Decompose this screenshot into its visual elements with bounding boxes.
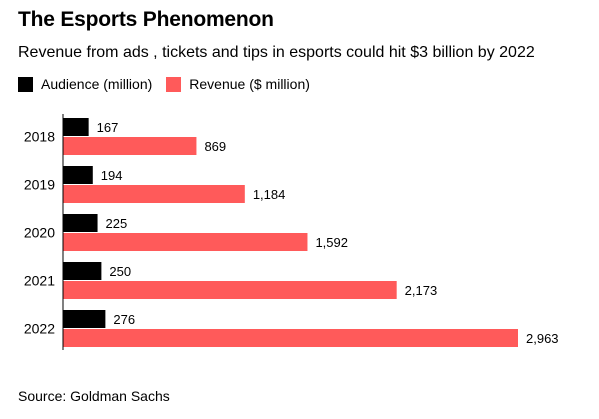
legend: Audience (million) Revenue ($ million) <box>18 76 324 92</box>
source-note: Source: Goldman Sachs <box>18 388 170 404</box>
revenue-value-label-2018: 869 <box>204 139 226 154</box>
audience-bar-2020 <box>63 214 98 232</box>
category-label-2020: 2020 <box>24 225 55 241</box>
revenue-bar-2020 <box>63 233 308 251</box>
category-label-2019: 2019 <box>24 177 55 193</box>
category-label-2018: 2018 <box>24 129 55 145</box>
legend-item-revenue: Revenue ($ million) <box>166 76 310 92</box>
legend-swatch-revenue <box>166 76 182 92</box>
audience-value-label-2019: 194 <box>101 168 123 183</box>
category-label-2021: 2021 <box>24 273 55 289</box>
revenue-bar-2019 <box>63 185 245 203</box>
revenue-bar-2018 <box>63 137 197 155</box>
revenue-value-label-2020: 1,592 <box>315 235 348 250</box>
revenue-value-label-2022: 2,963 <box>526 331 559 346</box>
revenue-bar-2021 <box>63 281 397 299</box>
revenue-value-label-2019: 1,184 <box>253 187 286 202</box>
audience-bar-2019 <box>63 166 93 184</box>
chart-title: The Esports Phenomenon <box>18 8 274 31</box>
revenue-bar-2022 <box>63 329 518 347</box>
audience-value-label-2022: 276 <box>113 312 135 327</box>
audience-value-label-2020: 225 <box>106 216 128 231</box>
audience-bar-2022 <box>63 310 106 328</box>
audience-bar-2018 <box>63 118 89 136</box>
category-label-2022: 2022 <box>24 321 55 337</box>
legend-label-revenue: Revenue ($ million) <box>189 76 310 92</box>
legend-item-audience: Audience (million) <box>18 76 152 92</box>
audience-value-label-2018: 167 <box>97 120 119 135</box>
legend-label-audience: Audience (million) <box>41 76 153 92</box>
revenue-value-label-2021: 2,173 <box>405 283 438 298</box>
audience-bar-2021 <box>63 262 102 280</box>
chart-subtitle: Revenue from ads , tickets and tips in e… <box>18 44 535 61</box>
audience-value-label-2021: 250 <box>109 264 131 279</box>
legend-swatch-audience <box>18 76 33 92</box>
